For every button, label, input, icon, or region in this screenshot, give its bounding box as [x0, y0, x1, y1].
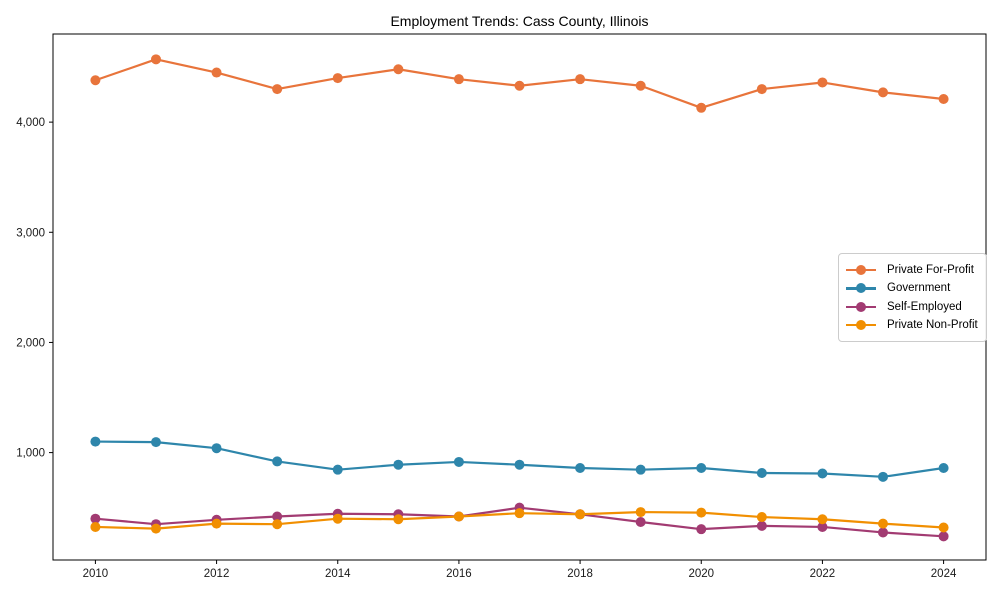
- data-point-self-employed-2013: [272, 511, 283, 522]
- data-point-self-employed-2010: [90, 513, 101, 524]
- x-tick-label: 2016: [446, 568, 472, 580]
- data-point-private-for-profit-2013: [272, 84, 283, 95]
- data-point-government-2024: [938, 463, 949, 474]
- data-point-private-non-profit-2015: [393, 514, 404, 525]
- data-point-private-non-profit-2011: [150, 523, 161, 534]
- data-point-private-non-profit-2018: [575, 509, 586, 520]
- data-point-private-non-profit-2012: [211, 518, 222, 529]
- data-point-self-employed-2020: [696, 524, 707, 535]
- data-point-private-for-profit-2020: [696, 102, 707, 113]
- data-point-private-for-profit-2017: [514, 80, 525, 91]
- data-point-private-for-profit-2018: [575, 74, 586, 85]
- x-tick-label: 2018: [567, 568, 593, 580]
- data-point-self-employed-2022: [817, 521, 828, 532]
- chart-title: Employment Trends: Cass County, Illinois: [390, 13, 649, 29]
- data-point-private-non-profit-2024: [938, 522, 949, 533]
- legend-item-private-non-profit: Private Non-Profit: [846, 316, 978, 334]
- data-point-private-for-profit-2019: [635, 80, 646, 91]
- data-point-private-for-profit-2010: [90, 75, 101, 86]
- data-point-government-2020: [696, 463, 707, 474]
- y-tick-label: 1,000: [16, 448, 45, 460]
- data-point-government-2014: [332, 464, 343, 475]
- legend-item-self-employed: Self-Employed: [846, 298, 978, 316]
- data-point-self-employed-2023: [878, 527, 889, 538]
- data-point-private-non-profit-2020: [696, 507, 707, 518]
- legend-item-private-for-profit: Private For-Profit: [846, 261, 978, 279]
- data-point-private-non-profit-2017: [514, 508, 525, 519]
- x-tick-label: 2024: [931, 568, 957, 580]
- data-point-private-non-profit-2022: [817, 514, 828, 525]
- y-tick-label: 3,000: [16, 227, 45, 239]
- data-point-self-employed-2019: [635, 516, 646, 527]
- legend-marker-private-non-profit: [846, 319, 876, 331]
- data-point-private-for-profit-2022: [817, 77, 828, 88]
- data-point-government-2022: [817, 468, 828, 479]
- data-point-private-for-profit-2011: [150, 54, 161, 65]
- data-point-private-for-profit-2016: [453, 74, 464, 85]
- x-axis: 2010 2012 2014 2016 2018 2020 2022 2024: [83, 560, 957, 580]
- data-point-government-2023: [878, 471, 889, 482]
- data-point-self-employed-2024: [938, 531, 949, 542]
- data-point-government-2012: [211, 443, 222, 454]
- data-point-private-for-profit-2021: [756, 84, 767, 95]
- y-tick-label: 4,000: [16, 117, 45, 129]
- legend-label: Self-Employed: [887, 300, 962, 313]
- legend-marker-private-for-profit: [846, 264, 876, 276]
- data-point-private-for-profit-2023: [878, 87, 889, 98]
- data-point-private-for-profit-2015: [393, 64, 404, 75]
- y-axis: 1,000 2,000 3,000 4,000: [16, 117, 53, 460]
- legend-marker-government: [846, 282, 876, 294]
- x-tick-label: 2012: [204, 568, 230, 580]
- data-point-private-non-profit-2014: [332, 513, 343, 524]
- x-tick-label: 2010: [83, 568, 109, 580]
- data-point-government-2011: [150, 437, 161, 448]
- data-point-private-for-profit-2024: [938, 93, 949, 104]
- x-tick-label: 2020: [688, 568, 714, 580]
- data-point-government-2021: [756, 467, 767, 478]
- legend-label: Private Non-Profit: [887, 318, 978, 331]
- data-point-private-for-profit-2012: [211, 67, 222, 78]
- series-private-for-profit: [90, 54, 949, 113]
- data-point-government-2010: [90, 436, 101, 447]
- data-point-private-non-profit-2010: [90, 521, 101, 532]
- x-tick-label: 2022: [810, 568, 836, 580]
- series-line-government: [95, 440, 944, 478]
- data-point-government-2015: [393, 459, 404, 470]
- data-point-private-non-profit-2019: [635, 507, 646, 518]
- series-government: [90, 436, 949, 482]
- legend-marker-self-employed: [846, 301, 876, 313]
- series-private-non-profit: [90, 507, 949, 534]
- legend-label: Government: [887, 282, 951, 295]
- data-point-private-non-profit-2013: [272, 519, 283, 530]
- data-point-self-employed-2021: [756, 520, 767, 531]
- legend-label: Private For-Profit: [887, 264, 974, 276]
- data-point-private-non-profit-2023: [878, 518, 889, 529]
- data-point-government-2016: [453, 456, 464, 467]
- legend: Private For-Profit Government Self-Emplo…: [838, 253, 987, 342]
- y-tick-label: 2,000: [16, 337, 45, 349]
- data-point-government-2019: [635, 464, 646, 475]
- data-point-private-for-profit-2014: [332, 73, 343, 84]
- legend-item-government: Government: [846, 279, 978, 297]
- data-point-government-2013: [272, 456, 283, 467]
- data-point-government-2018: [575, 463, 586, 474]
- data-point-private-non-profit-2016: [453, 511, 464, 522]
- data-point-private-non-profit-2021: [756, 512, 767, 523]
- x-tick-label: 2014: [325, 568, 351, 580]
- data-point-government-2017: [514, 459, 525, 470]
